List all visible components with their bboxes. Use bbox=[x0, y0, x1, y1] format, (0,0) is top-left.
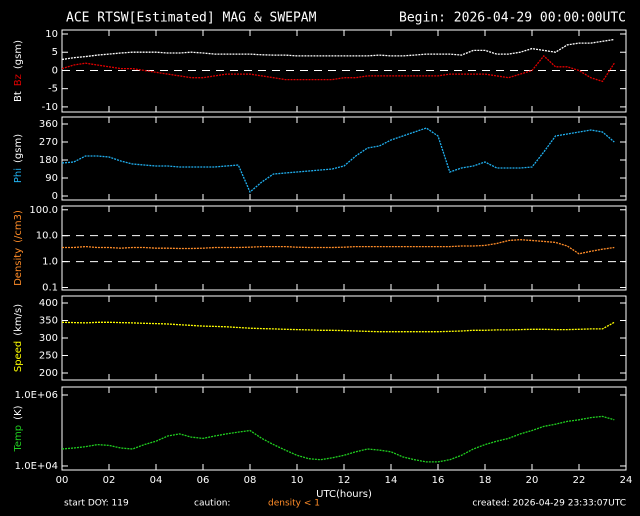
series-line bbox=[61, 38, 615, 61]
y-tick-label: 200 bbox=[39, 368, 58, 379]
y-tick-label: 300 bbox=[39, 333, 58, 344]
y-label-unit: (K) bbox=[13, 405, 24, 419]
begin-time: Begin: 2026-04-29 00:00:00UTC bbox=[399, 11, 626, 26]
plot-frame bbox=[61, 116, 627, 201]
x-tick-label: 08 bbox=[244, 475, 257, 486]
y-tick-label: 1.0E+04 bbox=[15, 461, 58, 472]
x-tick-label: 22 bbox=[573, 475, 586, 486]
x-tick-label: 20 bbox=[526, 475, 539, 486]
x-tick-label: 16 bbox=[432, 475, 445, 486]
y-tick-label: -5 bbox=[48, 84, 58, 95]
x-tick-label: 10 bbox=[291, 475, 304, 486]
y-tick-label: 90 bbox=[45, 173, 58, 184]
x-tick-label: 18 bbox=[479, 475, 492, 486]
y-tick-label: 5 bbox=[52, 47, 58, 58]
y-label-unit: (/cm3) bbox=[13, 210, 24, 243]
y-tick-label: 1.0E+06 bbox=[15, 390, 58, 401]
y-tick-label: 250 bbox=[39, 351, 58, 362]
y-tick-label: 100.0 bbox=[29, 205, 58, 216]
series-line bbox=[61, 415, 615, 463]
x-tick-label: 24 bbox=[620, 475, 633, 486]
x-axis-label: UTC(hours) bbox=[316, 489, 372, 500]
y-tick-label: 10 bbox=[45, 29, 58, 40]
y-label-unit: (km/s) bbox=[13, 304, 24, 336]
y-label-series: Speed bbox=[13, 341, 24, 372]
y-tick-label: 10.0 bbox=[36, 231, 58, 242]
y-axis-label: Density (/cm3) bbox=[13, 210, 24, 286]
x-tick-label: 00 bbox=[56, 475, 69, 486]
x-tick-label: 12 bbox=[338, 475, 351, 486]
x-tick-label: 14 bbox=[385, 475, 398, 486]
plot-frame bbox=[61, 386, 627, 471]
series-line bbox=[61, 321, 615, 333]
plot-frame bbox=[61, 295, 627, 381]
y-axis-label: Bt Bz (gsm) bbox=[13, 40, 24, 102]
x-tick-label: 06 bbox=[197, 475, 210, 486]
series-line bbox=[62, 239, 615, 255]
y-tick-label: 1.0 bbox=[42, 257, 58, 268]
y-label-series: Bz bbox=[13, 74, 24, 86]
y-tick-label: 270 bbox=[39, 137, 58, 148]
y-label-series: Phi bbox=[13, 168, 24, 183]
chart-title: ACE RTSW[Estimated] MAG & SWEPAM bbox=[66, 11, 317, 26]
y-axis-label: Temp (K) bbox=[13, 405, 24, 452]
y-axis-label: Speed (km/s) bbox=[13, 304, 24, 372]
x-tick-label: 02 bbox=[103, 475, 116, 486]
y-tick-label: 0 bbox=[52, 65, 58, 76]
y-axis-label: Phi (gsm) bbox=[13, 134, 24, 183]
series-line bbox=[61, 127, 615, 194]
created-time: created: 2026-04-29 23:33:07UTC bbox=[472, 499, 626, 509]
y-tick-label: 0 bbox=[52, 191, 58, 202]
y-tick-label: 180 bbox=[39, 155, 58, 166]
y-tick-label: 0.1 bbox=[42, 282, 58, 293]
y-label-unit: (gsm) bbox=[13, 134, 24, 163]
y-tick-label: 350 bbox=[39, 316, 58, 327]
y-label-series: Temp bbox=[13, 425, 24, 453]
y-label-series: Bt bbox=[13, 91, 24, 102]
x-tick-label: 04 bbox=[150, 475, 163, 486]
series-line bbox=[61, 54, 615, 83]
start-doy: start DOY: 119 bbox=[64, 499, 129, 509]
density-note: density < 1 bbox=[268, 499, 320, 509]
y-tick-label: 360 bbox=[39, 119, 58, 130]
y-label-series: Density bbox=[13, 248, 24, 286]
y-label-unit: (gsm) bbox=[13, 40, 24, 69]
y-tick-label: 400 bbox=[39, 298, 58, 309]
y-tick-label: -10 bbox=[42, 102, 58, 113]
caution-label: caution: bbox=[194, 499, 230, 509]
